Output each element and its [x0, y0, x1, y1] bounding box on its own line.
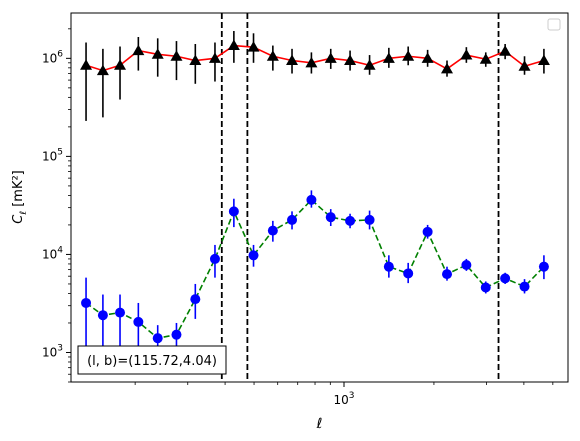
series-2-point: [383, 261, 394, 272]
series-2-point: [500, 273, 511, 284]
axes: 103 103 104 105 106: [42, 28, 554, 407]
series-2-point: [364, 214, 375, 225]
series-1-point: [96, 64, 109, 76]
series-1-point: [305, 56, 318, 68]
series-2-point: [152, 333, 163, 344]
series-1-point: [499, 45, 512, 56]
series-1-point: [189, 54, 202, 66]
y-tick-label: 106: [42, 49, 63, 65]
series-1-point: [132, 44, 145, 56]
y-axis-label-unit: [mK²]: [11, 170, 26, 207]
series-1-point: [382, 52, 395, 63]
series-1-point: [227, 39, 240, 51]
series-2-point: [81, 297, 92, 308]
series-2-point: [480, 282, 491, 293]
series-2-point: [442, 269, 453, 280]
annotation-text: (l, b)=(115.72,4.04): [87, 354, 217, 369]
y-axis-label-symbol: C: [11, 214, 26, 224]
series-1-point: [247, 41, 260, 52]
y-tick-label: 105: [42, 147, 63, 163]
series-2-point: [115, 307, 126, 318]
series-1-point: [537, 54, 550, 66]
series-1-point: [151, 48, 164, 59]
x-tick-label: 103: [333, 391, 354, 407]
series-1-point: [114, 59, 127, 70]
series-2-point: [519, 281, 530, 292]
series-1-point: [441, 62, 454, 74]
series-2-point: [461, 260, 472, 271]
series-1-point: [363, 59, 376, 70]
series-2-point: [171, 329, 182, 340]
series-1-point: [80, 59, 93, 70]
axes-frame: [70, 12, 569, 383]
series-2-point: [267, 225, 278, 236]
y-axis-label-subscript: ℓ: [19, 211, 29, 216]
series-2-point: [287, 214, 298, 225]
series-2-point: [422, 226, 433, 237]
series-2-point: [209, 253, 220, 264]
series-2-point: [190, 294, 201, 305]
series-2-point: [133, 316, 144, 327]
annotation-box: (l, b)=(115.72,4.04): [77, 345, 227, 375]
series-2-point: [325, 212, 336, 223]
x-axis-label: ℓ: [316, 416, 323, 432]
series-1-point: [266, 50, 279, 61]
legend-box: [547, 18, 561, 31]
series-1-point: [460, 49, 473, 60]
series-2-point: [403, 268, 414, 279]
series-2-point: [345, 215, 356, 226]
series-1-point: [170, 50, 183, 61]
series-1-point: [324, 52, 337, 63]
plot-area: [80, 13, 550, 382]
y-tick-label: 104: [42, 245, 63, 261]
y-axis-label: Cℓ [mK²]: [11, 170, 29, 223]
series-1-point: [402, 50, 415, 61]
series-1-point: [286, 54, 299, 66]
series-1-point: [344, 54, 357, 66]
series-1-point: [421, 52, 434, 63]
series-2-point: [306, 194, 317, 205]
series-1-point: [208, 52, 221, 63]
series-2-point: [97, 310, 108, 321]
series-2-point: [248, 250, 259, 261]
y-tick-label: 103: [42, 343, 63, 359]
series-1-point: [479, 53, 492, 64]
series-1-point: [518, 60, 531, 71]
series-2-point: [538, 261, 549, 272]
series-2-point: [228, 206, 239, 217]
